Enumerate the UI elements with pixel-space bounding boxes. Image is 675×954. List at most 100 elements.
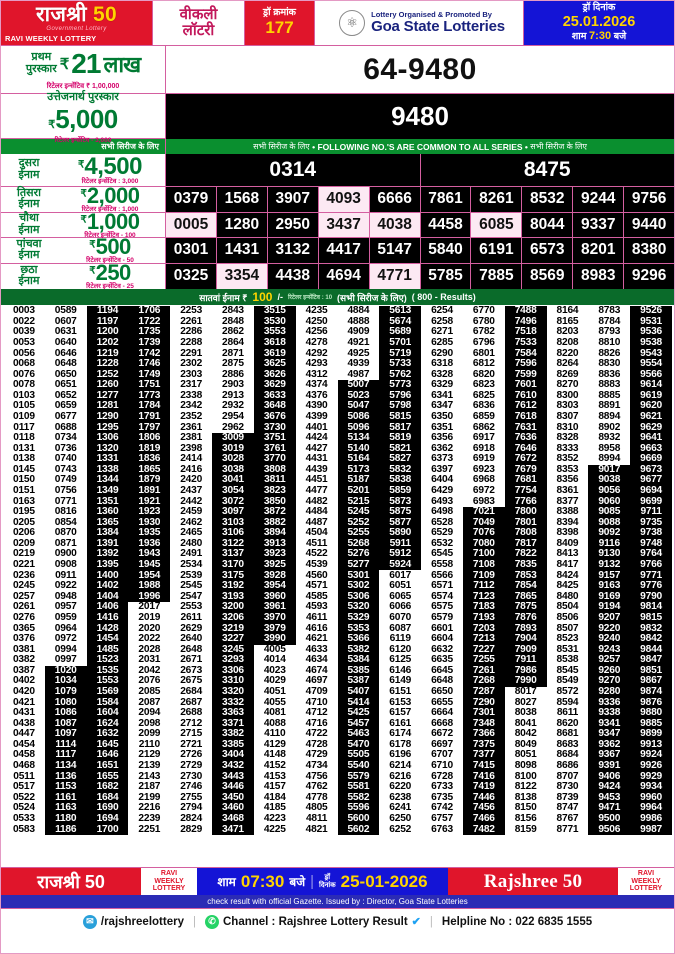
grid-number-cell: 0870 [44,528,87,539]
grid-number-cell: 2715 [170,729,213,740]
grid-number-cell: 6632 [421,644,463,656]
grid-number-cell: 9554 [630,359,672,370]
grid-number-cell: 2491 [170,549,213,560]
grid-number-cell: 9220 [588,623,631,634]
grid-number-cell [253,856,296,867]
grid-number-cell: 1180 [44,814,87,825]
grid-number-cell: 1097 [44,729,87,740]
grid-number-cell: 8041 [504,718,547,730]
grid-number-cell: 0640 [44,338,87,349]
grid-number-cell: 7482 [462,824,505,835]
grid-number-cell: 1923 [128,507,171,518]
prize-number-row: 0379 1568 3907 4093 6666 7861 8261 8532 9244 9756 [166,187,674,213]
grid-number-cell: 0447 [3,729,45,740]
grid-number-cell: 0431 [3,708,45,719]
grid-number-cell: 8747 [546,803,589,814]
grid-number-cell: 6120 [379,644,422,656]
grid-number-cell: 4710 [295,697,338,708]
grid-number-cell: 6645 [421,665,463,677]
second-prize-amount: 4,500 [84,152,142,180]
grid-number-cell: 6558 [421,560,463,571]
grid-number-cell: 6252 [379,824,422,835]
grid-number-cell: 5425 [337,708,380,719]
grid-number-cell: 8771 [546,824,589,835]
grid-number-cell: 5414 [337,697,380,708]
grid-number-cell: 4439 [295,464,338,476]
grid-number-cell: 9347 [588,729,631,740]
grid-number-cell: 1391 [86,539,129,550]
grid-number-cell: 1604 [86,708,129,719]
common-banner-hindi-left: सभी सिरीज के लिए [253,142,310,151]
grid-number-cell: 2829 [170,824,213,835]
consolation-amount: 5,000 [55,103,118,134]
grid-number-cell: 3038 [212,464,254,476]
fifth-prize-name: पांचवा ईनाम [16,237,42,262]
grid-number-cell: 7766 [504,496,547,507]
fourth-prize-label-row: चौथा ईनाम ₹1,000 रिटेलर इन्सेंटिव - 100 [1,210,165,238]
grid-number-cell: 4611 [295,613,338,624]
grid-number-cell: 5689 [379,327,422,338]
draw-date-label: ड्रॉ दिनांक [582,2,616,14]
grid-number-cell: 4709 [295,687,338,698]
whatsapp-link[interactable]: ✆ Channel : Rajshree Lottery Result ✔ [204,914,421,929]
grid-number-cell: 3193 [212,591,254,603]
telegram-link[interactable]: ✉ /rajshreelottery [82,914,184,929]
grid-number-cell: 6254 [421,306,463,317]
grid-number-cell: 9453 [588,792,631,804]
grid-number-cell: 9620 [630,401,672,412]
grid-number-cell: 6347 [421,401,463,412]
grid-number-cell: 9913 [630,739,672,751]
grid-number-cell: 2352 [170,412,213,423]
grid-number-cell: 0205 [3,517,45,529]
grid-number-cell: 0236 [3,570,45,582]
whatsapp-icon: ✆ [204,914,219,929]
grid-number-cell [44,834,87,846]
grid-number-cell: 2414 [170,454,213,465]
grid-number-cell: 0438 [3,718,45,730]
grid-number-cell: 6214 [379,761,422,772]
grid-number-cell: 0816 [44,507,87,518]
consolation-title: उत्तेजनार्थ पुरस्कार [47,90,119,103]
grid-number-cell: 8611 [546,708,589,719]
grid-number-cell: 5306 [337,591,380,603]
grid-number-cell [86,845,129,857]
grid-number-cell: 5134 [337,433,380,444]
grid-number-cell: 2721 [170,739,213,751]
grid-number-cell: 0206 [3,528,45,539]
grid-number-cell: 9194 [588,602,631,613]
grid-number-cell: 9243 [588,644,631,656]
grid-number-cell: 6823 [462,380,505,391]
grid-number-cell: 6668 [421,718,463,730]
grid-number-cell: 7876 [504,613,547,624]
grid-number-cell: 1400 [86,570,129,582]
grid-number-cell: 3306 [212,665,254,677]
prize-number-cell: 4093 [318,187,370,212]
grid-number-cell: 3990 [253,634,296,645]
grid-number-cell: 4223 [253,814,296,825]
grid-number-cell: 8830 [588,359,631,370]
grid-number-cell: 2099 [128,729,171,740]
grid-number-cell: 7348 [462,718,505,730]
grid-number-cell: 6241 [379,803,422,814]
grid-number-cell: 7375 [462,739,505,751]
grid-number-cell [337,834,380,846]
grid-number-cell: 1632 [86,729,129,740]
grid-number-cell: 0948 [44,591,87,603]
grid-number-cell: 6220 [379,782,422,793]
grid-number-cell: 5877 [379,517,422,529]
grid-number-cell: 5838 [379,475,422,486]
grid-number-cell: 1163 [44,803,87,814]
helpline-number[interactable]: Helpline No : 022 6835 1555 [441,915,593,928]
grid-number-cell [630,845,672,857]
grid-number-cell: 0524 [3,803,45,814]
grid-number-cell: 7255 [462,655,505,666]
grid-number-cell: 2143 [128,771,171,783]
grid-number-cell: 5301 [337,570,380,582]
second-prize-number: 8475 [420,154,674,186]
grid-number-cell: 5047 [337,401,380,412]
grid-number-cell: 8810 [588,338,631,349]
grid-number-cell: 8122 [504,782,547,793]
grid-number-cell: 3676 [253,412,296,423]
grid-number-cell: 6796 [462,338,505,349]
prize-number-cell: 8983 [573,263,625,289]
